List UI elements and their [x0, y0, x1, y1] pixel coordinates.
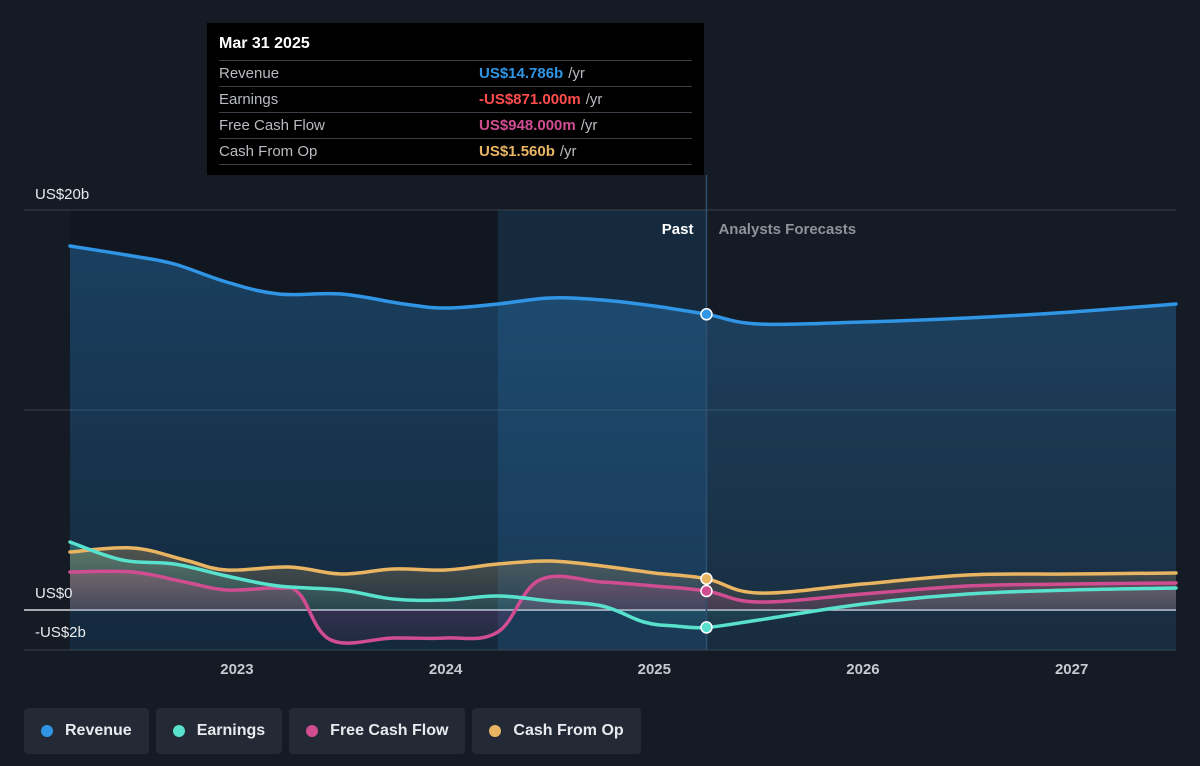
tooltip-unit: /yr [580, 117, 598, 134]
legend-dot-icon [306, 725, 319, 737]
y-tick-label: US$20b [35, 186, 89, 203]
x-tick-label: 2026 [846, 661, 879, 678]
data-point-marker [700, 584, 713, 598]
forecast-label: Analysts Forecasts [718, 221, 856, 238]
tooltip-date: Mar 31 2025 [219, 35, 310, 52]
tooltip-value: -US$871.000m [479, 91, 581, 108]
tooltip-value: US$948.000m [479, 117, 576, 134]
legend-item-earnings[interactable]: Earnings [155, 708, 283, 754]
series-area-revenue [70, 246, 1176, 650]
data-point-marker [700, 572, 713, 586]
tooltip-label: Earnings [219, 91, 279, 108]
legend-label: Earnings [196, 722, 266, 739]
tooltip-row-revenue: Revenue US$14.786b /yr [219, 60, 692, 86]
x-tick-label: 2023 [220, 661, 253, 678]
series-line-cash-from-op [68, 545, 1178, 595]
legend: Revenue Earnings Free Cash Flow Cash Fro… [24, 708, 641, 754]
tooltip-row-earnings: Earnings -US$871.000m /yr [219, 86, 692, 112]
x-tick-label: 2025 [638, 661, 671, 678]
tooltip: Mar 31 2025 Revenue US$14.786b /yr Earni… [207, 23, 704, 175]
tooltip-unit: /yr [585, 91, 603, 108]
legend-dot-icon [41, 725, 53, 737]
tooltip-unit: /yr [559, 143, 577, 160]
data-point-marker [700, 621, 713, 634]
x-tick-label: 2027 [1055, 661, 1088, 678]
tooltip-unit: /yr [568, 65, 585, 82]
legend-item-revenue[interactable]: Revenue [24, 708, 149, 754]
y-tick-label: US$0 [35, 585, 73, 602]
tooltip-row-free-cash-flow: Free Cash Flow US$948.000m /yr [219, 112, 692, 138]
past-label: Past [662, 221, 694, 238]
legend-dot-icon [172, 725, 185, 737]
tooltip-label: Free Cash Flow [219, 117, 325, 134]
tooltip-value: US$14.786b [479, 65, 564, 82]
tooltip-label: Cash From Op [219, 143, 318, 160]
tooltip-label: Revenue [219, 65, 280, 82]
legend-item-free-cash-flow[interactable]: Free Cash Flow [289, 708, 466, 754]
legend-label: Revenue [65, 722, 132, 739]
x-tick-label: 2024 [429, 661, 463, 678]
series-area-cash-from-op [70, 547, 1176, 610]
data-point-marker [700, 308, 713, 321]
tooltip-row-cash-from-op: Cash From Op US$1.560b /yr [219, 138, 692, 165]
legend-item-cash-from-op[interactable]: Cash From Op [472, 708, 641, 754]
legend-label: Cash From Op [513, 722, 624, 739]
series-line-revenue [68, 244, 1178, 327]
legend-label: Free Cash Flow [330, 722, 449, 739]
tooltip-value: US$1.560b [479, 143, 555, 160]
legend-dot-icon [489, 725, 502, 737]
y-tick-label: -US$2b [35, 624, 86, 641]
series-line-earnings [68, 540, 1178, 630]
